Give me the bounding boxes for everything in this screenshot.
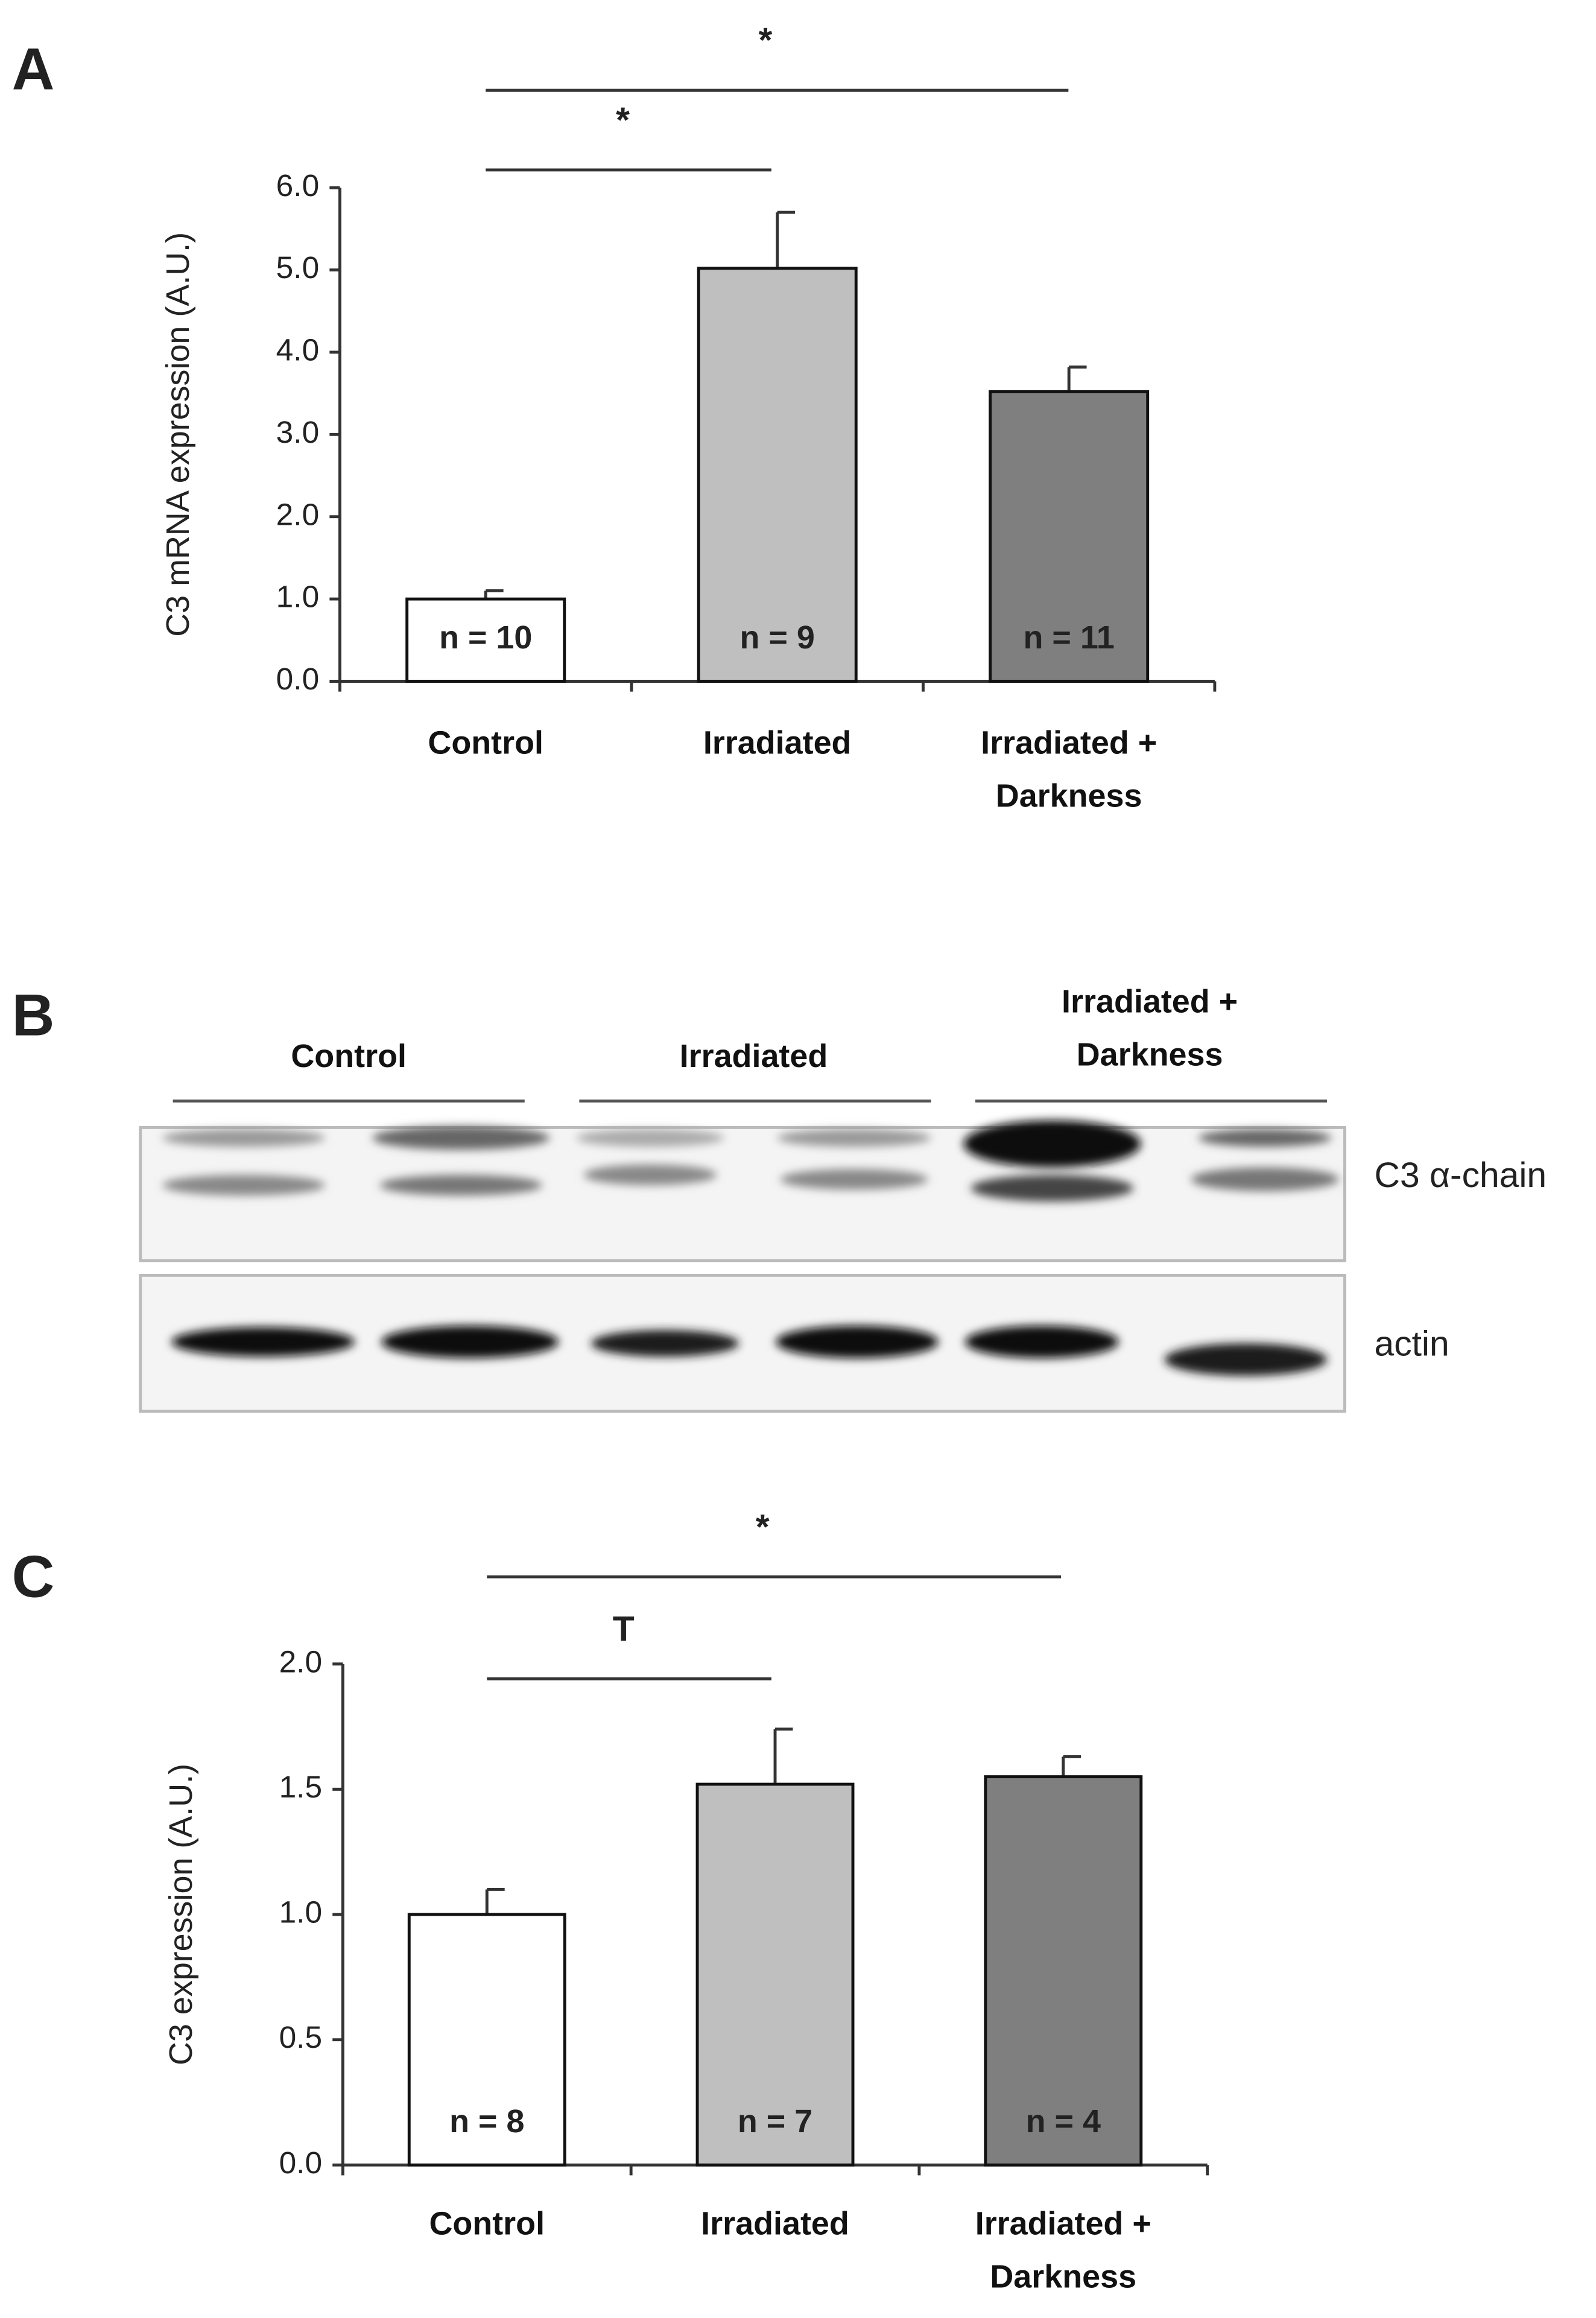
panel-label: A xyxy=(12,36,55,102)
bar xyxy=(989,390,1150,683)
x-tick-label: Control xyxy=(429,2205,545,2242)
category-label-box: Irradiated + Darkness xyxy=(975,2205,1151,2295)
band-label: C3 α-chain xyxy=(1374,1156,1547,1195)
bar-label: n = 11 xyxy=(1024,619,1115,656)
bar xyxy=(984,1775,1143,2167)
x-tick-label: Irradiated + Darkness xyxy=(975,2205,1151,2295)
y-tick-label: 0.0 xyxy=(279,2145,323,2180)
y-axis-label: C3 mRNA expression (A.U.) xyxy=(160,232,196,637)
y-tick-label: 2.0 xyxy=(276,496,320,531)
bar-label: n = 7 xyxy=(738,2103,812,2139)
panel-label: C xyxy=(12,1543,55,1609)
bar-label: n = 10 xyxy=(439,619,532,656)
blot-membrane xyxy=(139,1126,1346,1262)
y-tick-label: 1.5 xyxy=(279,1769,323,1804)
group-label-box: Irradiated + Darkness xyxy=(1062,983,1238,1073)
y-tick-label: 1.0 xyxy=(279,1895,323,1930)
panel-label: B xyxy=(12,981,55,1048)
band-label: actin xyxy=(1374,1325,1449,1364)
group-label-box: Irradiated xyxy=(679,1037,828,1075)
y-tick-label: 3.0 xyxy=(276,414,320,449)
x-tick-label: Control xyxy=(428,724,543,761)
actin-bands xyxy=(171,1325,1328,1376)
y-tick-label: 0.0 xyxy=(276,661,320,696)
bar xyxy=(697,267,858,683)
y-tick-label: 5.0 xyxy=(276,250,320,285)
bar xyxy=(695,1782,855,2167)
category-label-box: Control xyxy=(428,724,543,761)
x-tick-label: Irradiated + Darkness xyxy=(981,724,1157,814)
significance-label: * xyxy=(616,101,630,140)
category-label-box: Irradiated xyxy=(703,724,852,761)
x-tick-label: Irradiated xyxy=(703,724,852,761)
y-axis-label: C3 expression (A.U.) xyxy=(163,1764,199,2065)
group-label-box: Control xyxy=(291,1037,407,1075)
significance-label: * xyxy=(756,1507,770,1547)
significance-label: T xyxy=(613,1609,635,1648)
c3-bands xyxy=(162,1120,1339,1202)
significance-label: * xyxy=(759,21,773,60)
y-tick-label: 4.0 xyxy=(276,332,320,367)
bar xyxy=(405,597,566,683)
y-tick-label: 0.5 xyxy=(279,2019,323,2054)
group-label: Control xyxy=(291,1037,407,1075)
bar-label: n = 8 xyxy=(449,2103,524,2139)
y-tick-label: 2.0 xyxy=(279,1644,323,1679)
category-label-box: Irradiated + Darkness xyxy=(981,724,1157,814)
group-label: Irradiated + Darkness xyxy=(1062,983,1238,1073)
y-tick-label: 1.0 xyxy=(276,579,320,614)
bar xyxy=(407,1913,566,2167)
y-tick-label: 6.0 xyxy=(276,168,320,203)
bar-label: n = 9 xyxy=(740,619,815,656)
bar-label: n = 4 xyxy=(1026,2103,1101,2139)
x-tick-label: Irradiated xyxy=(701,2205,849,2242)
group-label: Irradiated xyxy=(679,1037,828,1075)
category-label-box: Control xyxy=(429,2205,545,2242)
category-label-box: Irradiated xyxy=(701,2205,849,2242)
